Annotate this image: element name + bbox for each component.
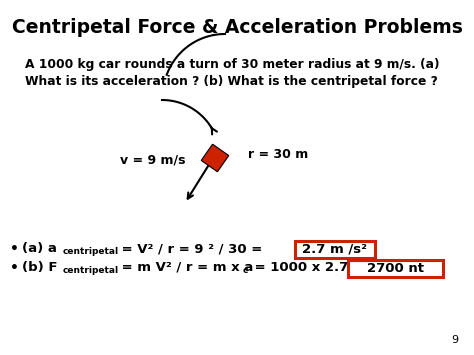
FancyBboxPatch shape (295, 241, 375, 258)
Text: •: • (10, 242, 19, 256)
Text: 2.7 m /s²: 2.7 m /s² (302, 243, 367, 256)
Text: = V² / r = 9 ² / 30 =: = V² / r = 9 ² / 30 = (117, 242, 262, 255)
Text: •: • (10, 261, 19, 275)
Text: (a) a: (a) a (22, 242, 57, 255)
Text: = 1000 x 2.7 =: = 1000 x 2.7 = (250, 261, 364, 274)
Text: v = 9 m/s: v = 9 m/s (120, 153, 185, 166)
Text: centripetal: centripetal (63, 266, 119, 275)
Polygon shape (201, 144, 229, 172)
Text: A 1000 kg car rounds a turn of 30 meter radius at 9 m/s. (a): A 1000 kg car rounds a turn of 30 meter … (25, 58, 439, 71)
Text: (b) F: (b) F (22, 261, 57, 274)
Text: r = 30 m: r = 30 m (248, 148, 308, 162)
Text: 2700 nt: 2700 nt (367, 262, 424, 275)
Text: 9: 9 (451, 335, 458, 345)
FancyBboxPatch shape (348, 260, 443, 277)
Text: What is its acceleration ? (b) What is the centripetal force ?: What is its acceleration ? (b) What is t… (25, 75, 438, 88)
Text: Centripetal Force & Acceleration Problems: Centripetal Force & Acceleration Problem… (11, 18, 463, 37)
Text: = m V² / r = m x a: = m V² / r = m x a (117, 261, 253, 274)
Text: centripetal: centripetal (63, 247, 119, 256)
Text: c: c (243, 266, 248, 275)
